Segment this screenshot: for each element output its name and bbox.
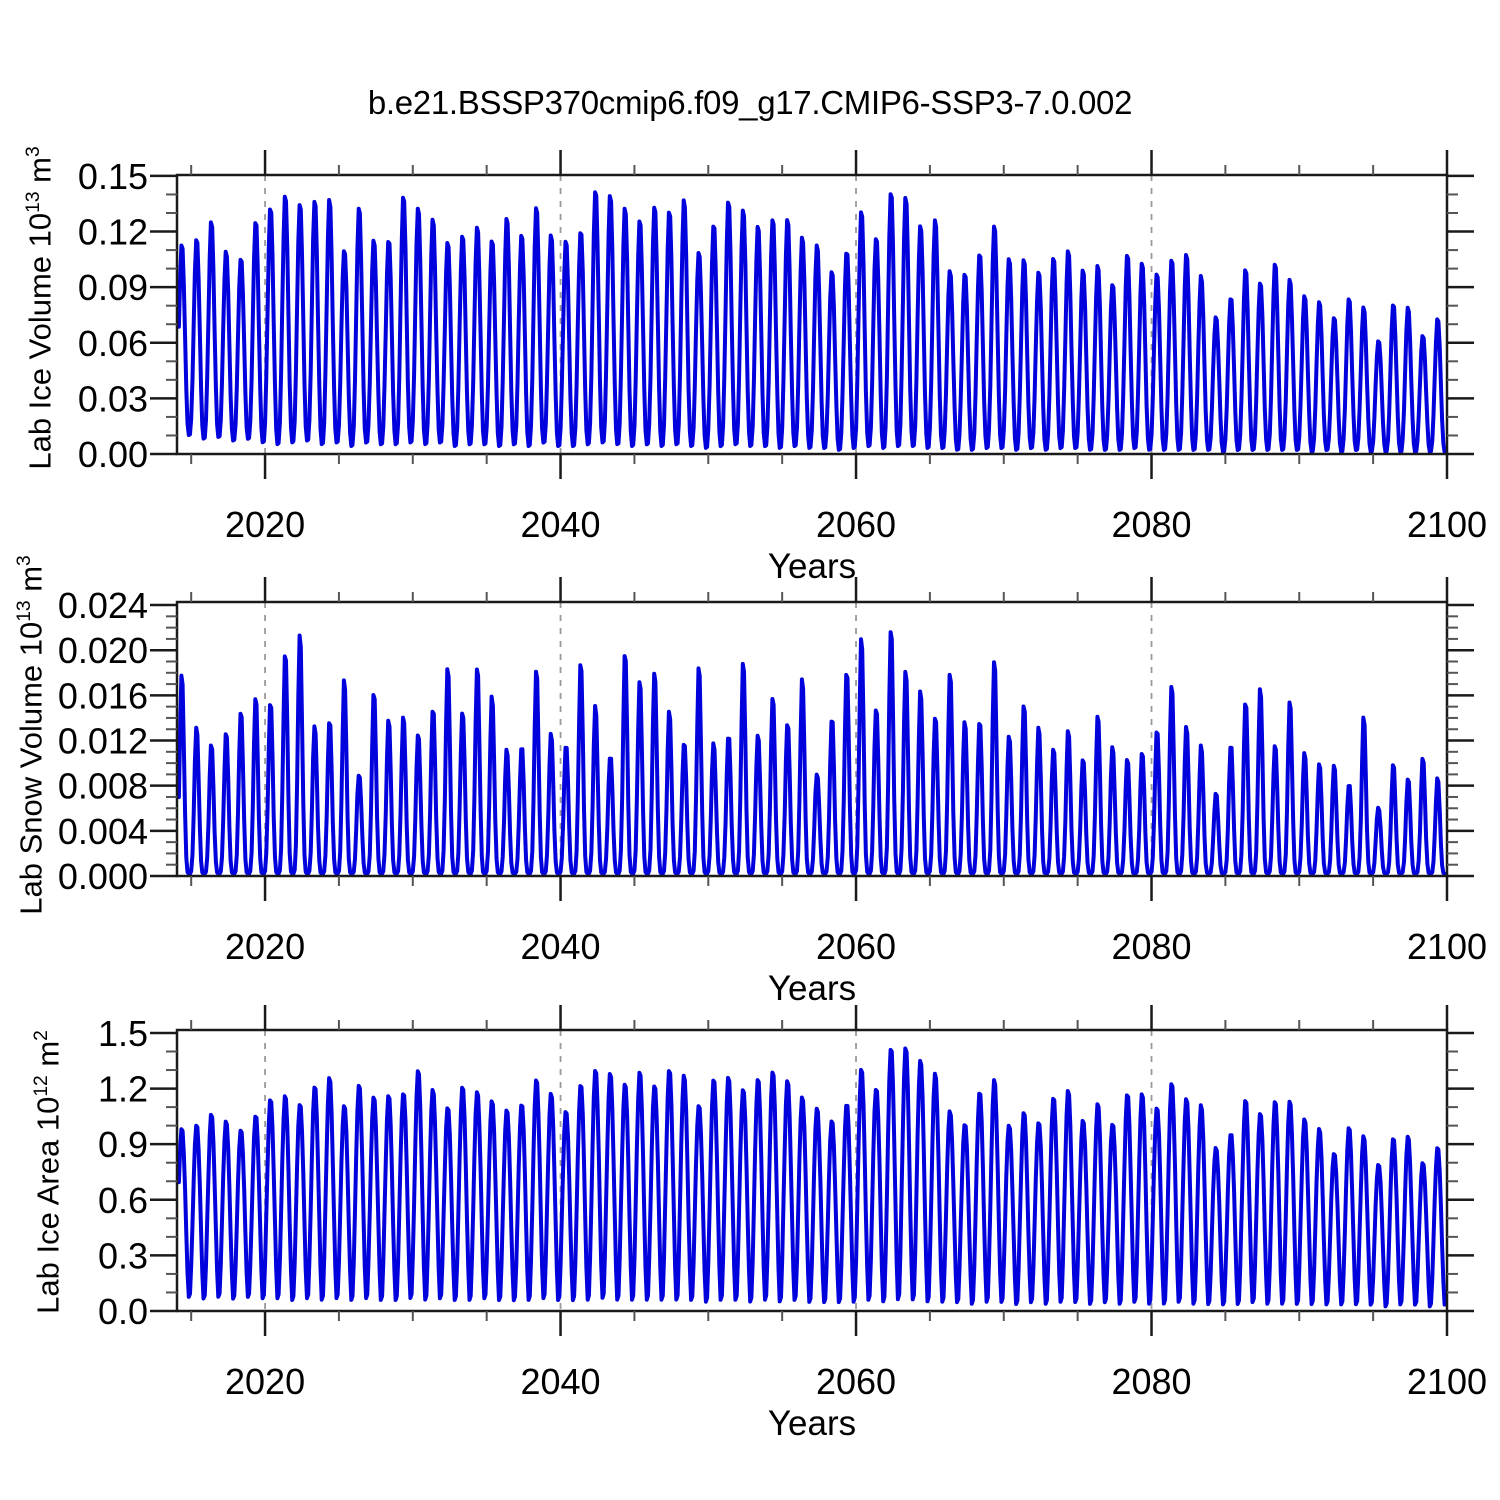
- y-tick-label-1.5: 1.5: [98, 1013, 148, 1054]
- x-tick-label-2020: 2020: [225, 1361, 305, 1402]
- y-tick-label-0.06: 0.06: [78, 323, 148, 364]
- y-tick-label-0.15: 0.15: [78, 156, 148, 197]
- y-tick-label-0.09: 0.09: [78, 267, 148, 308]
- ice-area-plot-box: [175, 1028, 1449, 1313]
- y-tick-label-0.6: 0.6: [98, 1180, 148, 1221]
- snow-volume-curve: [177, 630, 1447, 876]
- x-tick-label-2100: 2100: [1407, 926, 1487, 967]
- y-tick-label-0.9: 0.9: [98, 1124, 148, 1165]
- y-tick-label-0.12: 0.12: [78, 212, 148, 253]
- x-tick-label-2040: 2040: [520, 926, 600, 967]
- x-tick-label-2040: 2040: [520, 504, 600, 545]
- ice-area-curve: [177, 1046, 1447, 1309]
- x-tick-label-2100: 2100: [1407, 1361, 1487, 1402]
- x-tick-label-2020: 2020: [225, 926, 305, 967]
- y-tick-label-0.008: 0.008: [58, 766, 148, 807]
- y-tick-label-0.3: 0.3: [98, 1235, 148, 1276]
- x-tick-label-2060: 2060: [816, 1361, 896, 1402]
- panel-snow-volume: 2020 2040 2060 2080 2100 0.0000.0040.0080.012…: [58, 577, 1487, 1008]
- y-tick-label-0.024: 0.024: [58, 585, 148, 626]
- x-tick-label-2080: 2080: [1111, 504, 1191, 545]
- x-tick-label-2100: 2100: [1407, 504, 1487, 545]
- ice-area-x-axis-title: Years: [768, 1404, 856, 1443]
- y-tick-label-0.000: 0.000: [58, 856, 148, 897]
- y-tick-label-0.012: 0.012: [58, 721, 148, 762]
- ice-volume-curve: [177, 190, 1447, 454]
- panel-ice-area: 2020 2040 2060 2080 2100 0.0 0.3 0.6 0.9 1.2 1.5 Ye…: [98, 1005, 1487, 1443]
- plot-title: b.e21.BSSP370cmip6.f09_g17.CMIP6-SSP3-7.…: [367, 84, 1133, 121]
- x-tick-label-2040: 2040: [520, 1361, 600, 1402]
- x-tick-label-2080: 2080: [1111, 1361, 1191, 1402]
- x-tick-label-2080: 2080: [1111, 926, 1191, 967]
- x-tick-label-2020: 2020: [225, 504, 305, 545]
- y-tick-label-1.2: 1.2: [98, 1069, 148, 1110]
- y-tick-label-0.004: 0.004: [58, 811, 148, 852]
- y-tick-label-0.0: 0.0: [98, 1291, 148, 1332]
- ice-volume-plot-box: [175, 173, 1449, 456]
- y-tick-label-0.00: 0.00: [78, 434, 148, 475]
- y-tick-label-0.020: 0.020: [58, 630, 148, 671]
- y-tick-label-0.016: 0.016: [58, 675, 148, 716]
- panel-ice-volume: 2020 2040 2060 2080 2100 0.00 0.03 0.06 0.09 0.12…: [78, 150, 1487, 586]
- x-tick-label-2060: 2060: [816, 926, 896, 967]
- y-tick-label-0.03: 0.03: [78, 378, 148, 419]
- ice-volume-x-axis-title: Years: [768, 547, 856, 586]
- snow-volume-x-axis-title: Years: [768, 969, 856, 1008]
- snow-volume-plot-box: [175, 600, 1449, 878]
- x-tick-label-2060: 2060: [816, 504, 896, 545]
